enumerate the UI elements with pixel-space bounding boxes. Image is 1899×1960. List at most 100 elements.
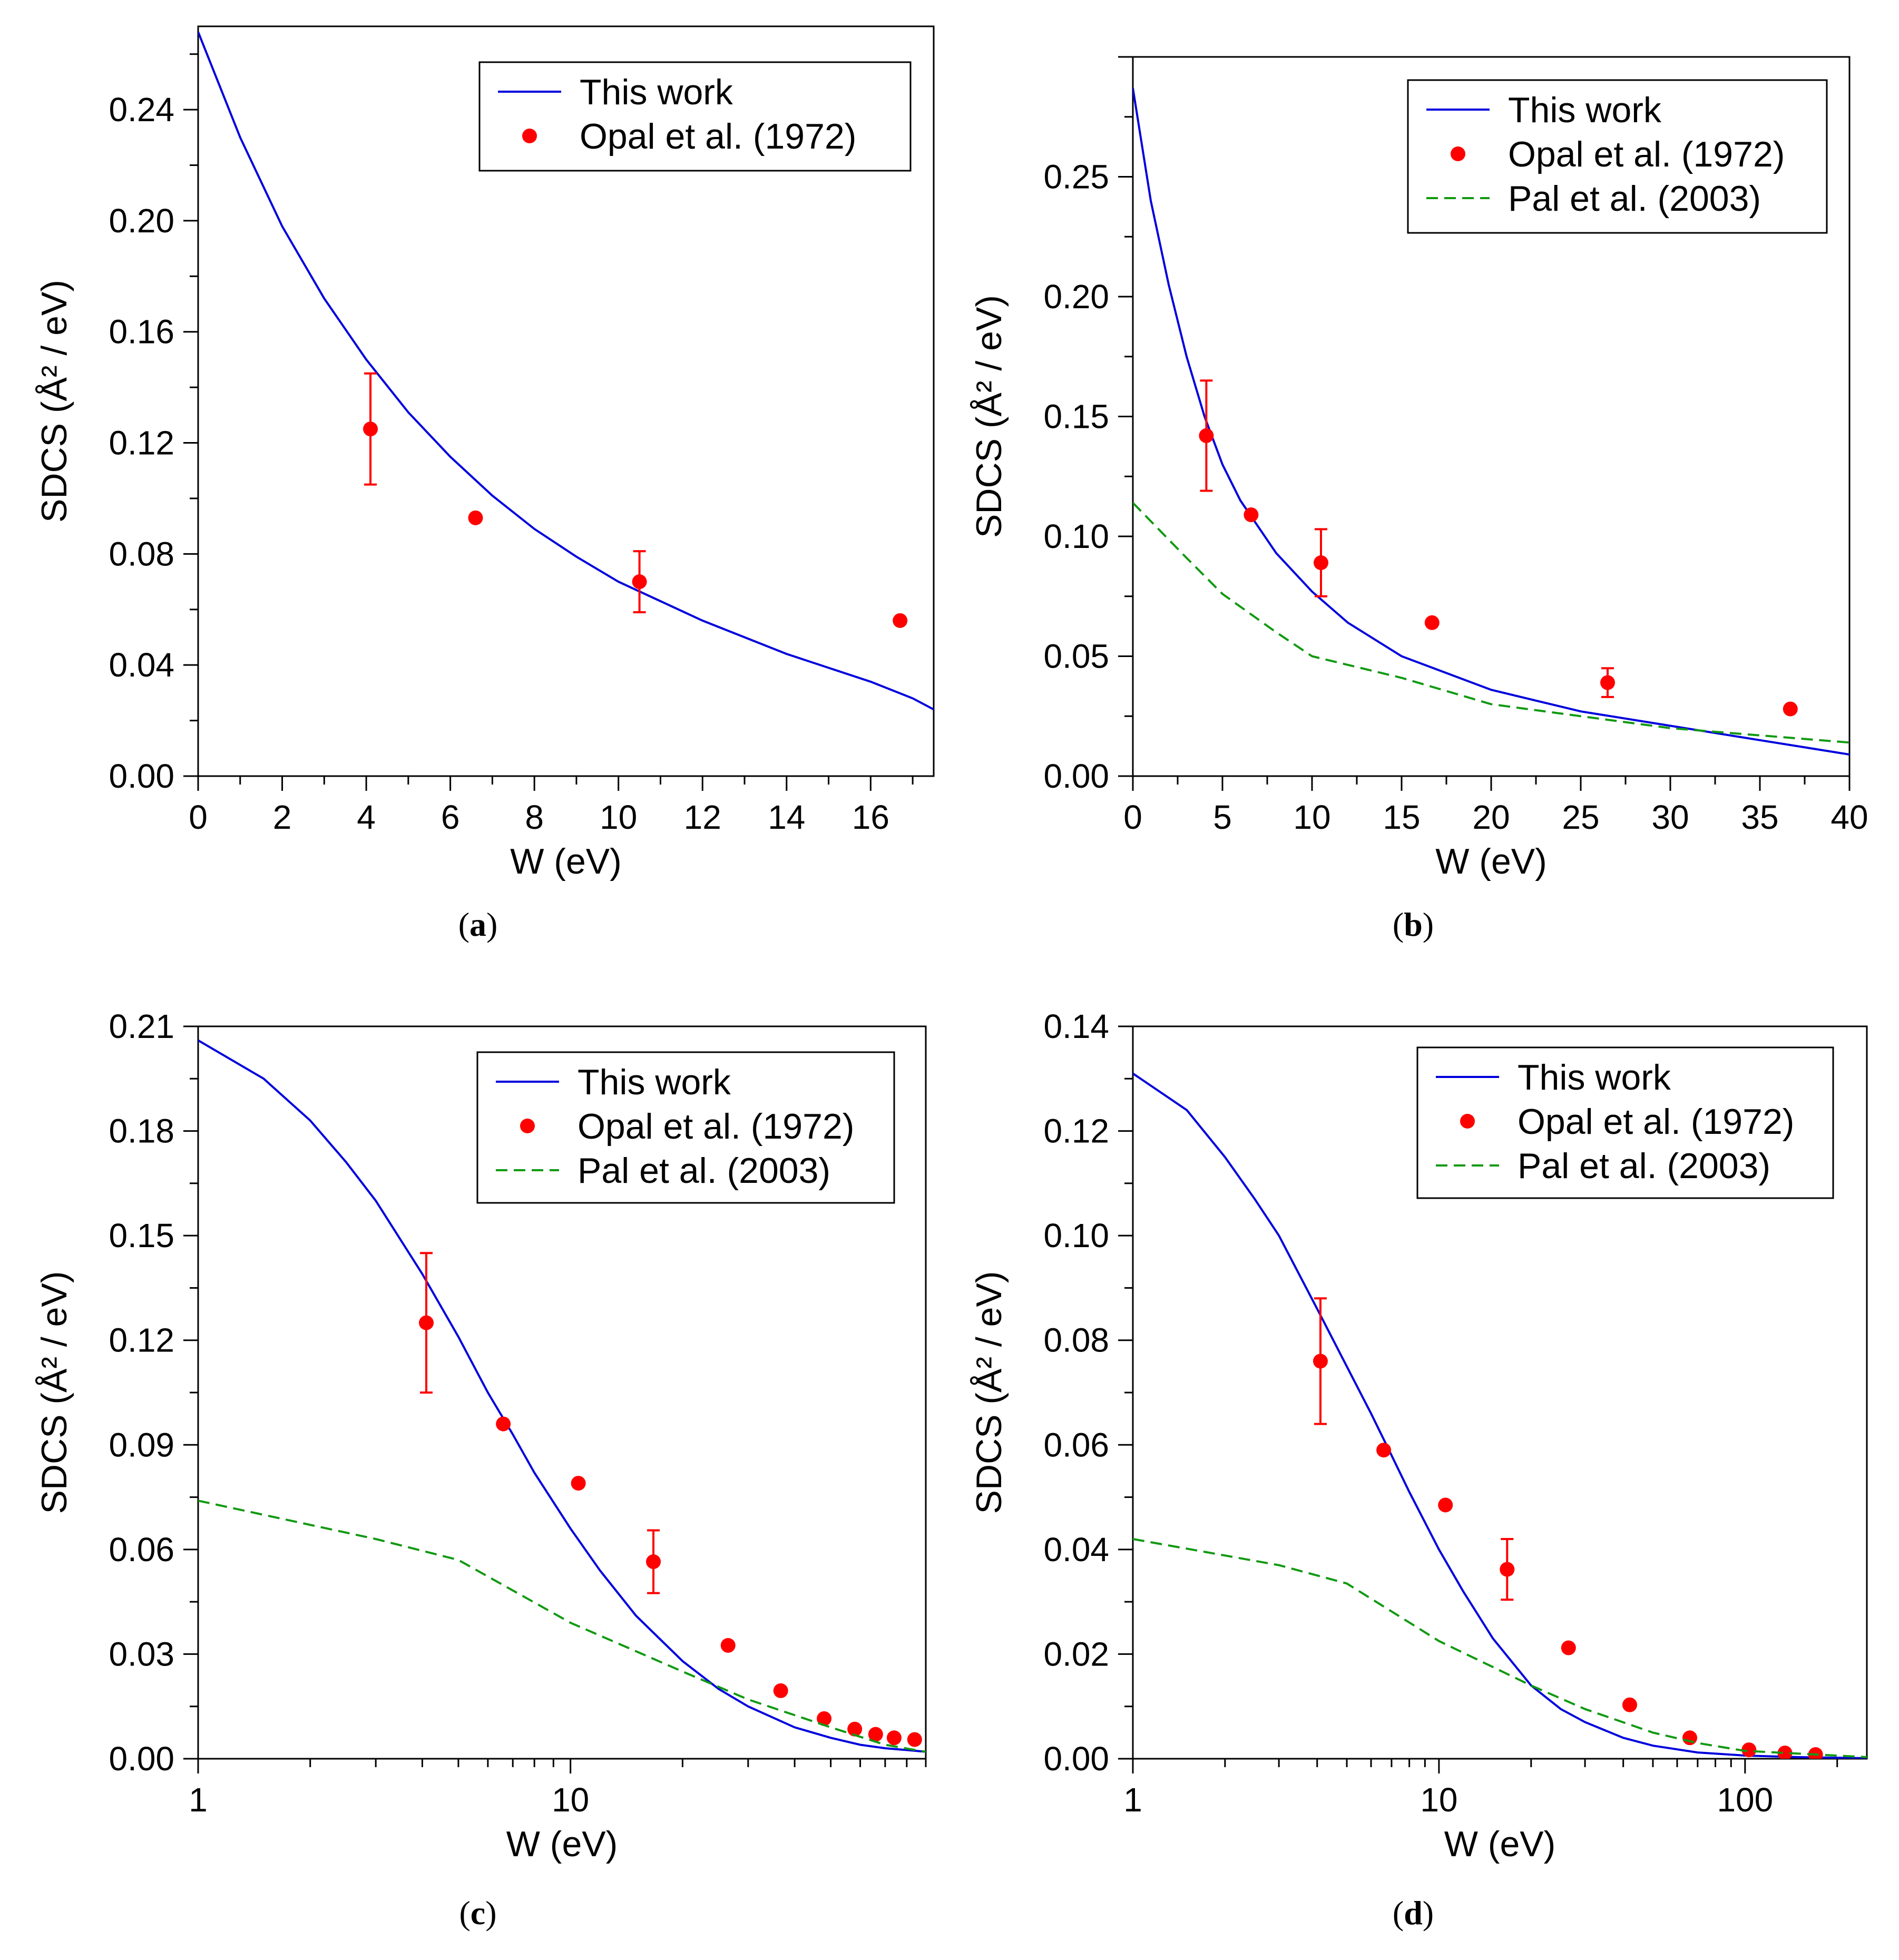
plot-frame [197, 25, 935, 777]
legend-label: This work [1508, 90, 1662, 130]
x-tick-label: 6 [441, 798, 460, 836]
plot-area [1133, 1072, 1867, 1759]
legend-label: Opal et al. (1972) [1518, 1102, 1794, 1142]
y-tick-label: 0.06 [1043, 1426, 1109, 1464]
x-tick-label: 1 [189, 1781, 208, 1819]
legend-swatch [520, 1119, 535, 1133]
y-tick-label: 0.14 [1043, 1007, 1109, 1045]
plot-area [198, 31, 934, 711]
chart-panel-a: 0 2 4 6 8 10 12 14 16 0.00 0.04 0.08 0.12 0.16 0.20 0.2… [34, 25, 935, 943]
x-tick-label: 10 [600, 798, 637, 836]
legend-label: Pal et al. (2003) [1518, 1146, 1770, 1186]
x-tick-label: 40 [1831, 798, 1868, 836]
y-tick-label: 0.10 [1043, 1217, 1109, 1255]
legend-box [478, 61, 912, 172]
y-tick-label: 0.20 [109, 202, 174, 240]
data-point-opal-1972 [468, 510, 483, 525]
legend-box [476, 1051, 895, 1204]
y-tick-label: 0.00 [1043, 1740, 1109, 1778]
y-tick-label: 0.03 [109, 1635, 174, 1673]
x-axis: 0 5 10 15 20 25 30 35 40 [1123, 776, 1868, 836]
y-tick-label: 0.12 [109, 424, 174, 462]
y-tick-label: 0.06 [109, 1531, 174, 1569]
data-point-opal-1972 [1438, 1497, 1453, 1513]
x-tick-label: 25 [1562, 798, 1599, 836]
y-tick-label: 0.12 [1043, 1112, 1109, 1150]
data-point-opal-1972 [1561, 1640, 1576, 1655]
y-tick-label: 0.20 [1043, 278, 1109, 316]
y-axis: 0.00 0.05 0.10 0.15 0.20 0.25 [1043, 56, 1133, 795]
data-point-opal-1972 [1313, 1354, 1328, 1369]
series-line-pal-2003 [1133, 1538, 1867, 1758]
data-point-opal-1972 [1314, 555, 1328, 571]
y-tick-label: 0.15 [1043, 398, 1109, 436]
legend-box [1407, 79, 1828, 234]
legend-swatch [1460, 1114, 1475, 1129]
legend: This work Opal et al. (1972)Pal et al. (2… [1416, 1046, 1834, 1199]
x-axis-label: W (eV) [1435, 841, 1547, 881]
data-point-opal-1972 [1376, 1443, 1392, 1458]
y-tick-label: 0.15 [109, 1217, 174, 1255]
series-line-this-work [1133, 87, 1849, 756]
y-tick-label: 0.00 [109, 1740, 174, 1778]
legend-label: Opal et al. (1972) [1508, 134, 1785, 174]
data-point-opal-1972 [893, 613, 908, 628]
legend-label: This work [1518, 1057, 1671, 1097]
data-point-opal-1972 [1244, 507, 1259, 523]
panel-caption: (a) [458, 906, 498, 943]
y-tick-label: 0.05 [1043, 638, 1109, 675]
y-tick-label: 0.04 [109, 646, 174, 684]
chart-panel-c: 1 10 0.00 0.03 0.06 0.09 0.12 0.15 0.18 0.21 W (eV… [34, 1007, 927, 1932]
x-tick-label: 0 [189, 798, 208, 836]
y-axis: 0.00 0.03 0.06 0.09 0.12 0.15 0.18 0.21 [109, 1007, 198, 1778]
y-axis-label: SDCS (Å² / eV) [34, 1271, 74, 1514]
data-point-opal-1972 [847, 1721, 863, 1737]
data-point-opal-1972 [907, 1732, 922, 1747]
x-tick-label: 10 [552, 1781, 589, 1819]
y-tick-label: 0.08 [1043, 1321, 1109, 1359]
data-point-opal-1972 [363, 422, 378, 437]
chart-panel-d: 1 10 100 0.00 0.02 0.04 0.06 0.08 0.10 0.12 0.14 W … [969, 1007, 1868, 1932]
series-line-this-work [1133, 1072, 1867, 1759]
data-point-opal-1972 [1424, 615, 1440, 630]
y-tick-label: 0.04 [1043, 1531, 1109, 1569]
x-axis-label: W (eV) [1444, 1824, 1556, 1864]
x-tick-label: 15 [1383, 798, 1420, 836]
y-axis-label: SDCS (Å² / eV) [34, 280, 74, 523]
x-axis: 1 10 [189, 1759, 927, 1819]
legend-swatch [1451, 146, 1465, 161]
data-point-opal-1972 [817, 1711, 832, 1726]
y-tick-label: 0.25 [1043, 158, 1109, 196]
data-point-opal-1972 [1808, 1747, 1823, 1759]
y-axis-label: SDCS (Å² / eV) [969, 295, 1009, 538]
y-tick-label: 0.16 [109, 313, 174, 351]
series-line-this-work [198, 31, 934, 711]
data-point-opal-1972 [720, 1638, 736, 1653]
x-tick-label: 5 [1213, 798, 1232, 836]
data-point-opal-1972 [886, 1730, 902, 1746]
chart-panel-b: 0 5 10 15 20 25 30 35 40 0.00 0.05 0.10 0.15 0.20 0.25… [969, 56, 1868, 943]
x-tick-label: 0 [1123, 798, 1142, 836]
x-axis: 0 2 4 6 8 10 12 14 16 [189, 776, 914, 836]
y-tick-label: 0.24 [109, 91, 174, 129]
y-tick-label: 0.08 [109, 535, 174, 573]
x-tick-label: 100 [1717, 1781, 1773, 1819]
data-point-opal-1972 [496, 1416, 511, 1432]
x-tick-label: 12 [684, 798, 721, 836]
x-tick-label: 2 [273, 798, 292, 836]
x-tick-label: 35 [1741, 798, 1778, 836]
legend-label: Pal et al. (2003) [577, 1151, 830, 1191]
legend-box [1416, 1046, 1834, 1199]
panel-caption: (b) [1393, 906, 1434, 943]
x-tick-label: 10 [1420, 1781, 1457, 1819]
data-point-opal-1972 [1600, 675, 1615, 690]
legend-label: Pal et al. (2003) [1508, 179, 1761, 219]
x-tick-label: 20 [1472, 798, 1510, 836]
data-point-opal-1972 [1199, 428, 1214, 443]
y-tick-label: 0.00 [1043, 757, 1109, 795]
data-point-opal-1972 [1741, 1742, 1757, 1758]
data-point-opal-1972 [1783, 701, 1798, 717]
